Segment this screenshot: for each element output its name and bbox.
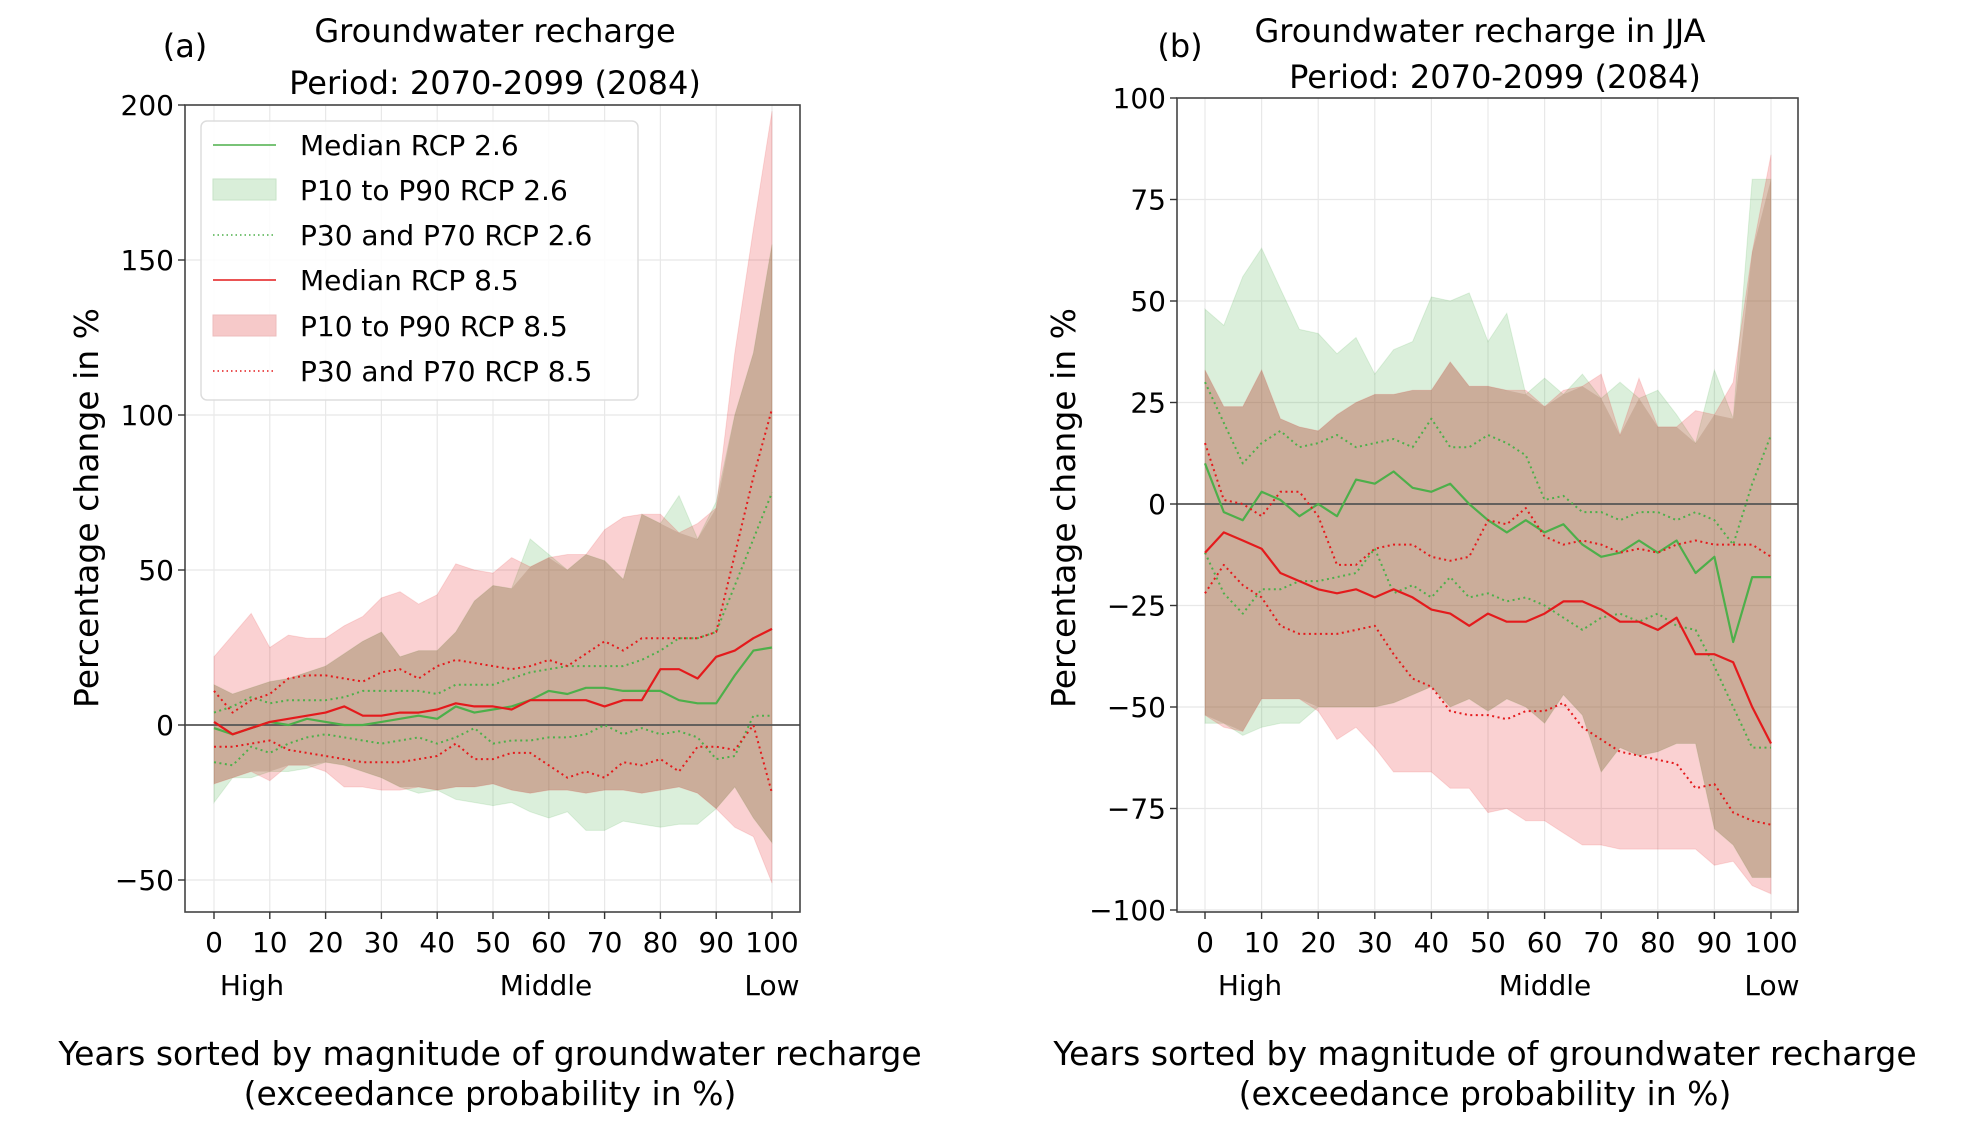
x-tick-label: 80: [643, 926, 679, 959]
x-tick-label: 30: [364, 926, 400, 959]
y-tick-label: 200: [121, 89, 174, 122]
x-tick-label: 0: [1196, 926, 1214, 959]
x-tick-label: 20: [308, 926, 344, 959]
panel-a-label-high: High: [220, 969, 284, 1002]
y-tick-label: 150: [121, 244, 174, 277]
panel-a-label-low: Low: [744, 969, 799, 1002]
series-p70-rcp-8-5: [213, 408, 773, 714]
panel-b-xlabel-line1: Years sorted by magnitude of groundwater…: [1052, 1034, 1916, 1073]
panel-a-title: Groundwater recharge: [314, 12, 675, 50]
panel-b: (b) Groundwater recharge in JJA Period: …: [1044, 12, 1917, 1113]
series-p30-rcp-8-5: [1204, 563, 1772, 826]
panel-a: (a) Groundwater recharge Period: 2070-20…: [57, 12, 921, 1113]
y-tick-label: −25: [1107, 590, 1166, 623]
panel-a-ylabel: Percentage change in %: [67, 308, 106, 708]
series-p30-rcp-2-6: [1204, 547, 1771, 749]
panel-a-label-middle: Middle: [500, 969, 593, 1002]
x-tick-label: 90: [1697, 926, 1733, 959]
series-p30-rcp-2-6: [213, 714, 772, 767]
panel-b-ylabel: Percentage change in %: [1044, 308, 1083, 708]
series-p30-rcp-8-5: [214, 724, 773, 794]
x-tick-label: 100: [1744, 926, 1797, 959]
legend-label-band-rcp85: P10 to P90 RCP 8.5: [300, 310, 568, 343]
band-p10-p90-rcp26: [1204, 178, 1772, 878]
x-tick-label: 90: [698, 926, 734, 959]
series-median-rcp-8-5: [213, 627, 773, 736]
x-tick-label: 50: [1470, 926, 1506, 959]
y-tick-label: −100: [1089, 894, 1166, 927]
y-tick-label: 50: [138, 554, 174, 587]
y-tick-label: 50: [1130, 285, 1166, 318]
panel-b-plot: −100 −75 −50 −25 0 25 50 75 100 0 10 20 30 40 50 60 70 80…: [1089, 82, 1799, 959]
legend-label-band-rcp26: P10 to P90 RCP 2.6: [300, 174, 568, 207]
panel-b-label-middle: Middle: [1499, 969, 1592, 1002]
panel-a-plot: −50 0 50 100 150 200 0 10 20 30 40 50 60 70 80 90 100: [115, 89, 801, 959]
legend-box: [200, 120, 639, 401]
series-median-rcp-2-6: [213, 646, 773, 736]
x-tick-label: 10: [252, 926, 288, 959]
x-tick-label: 100: [745, 926, 798, 959]
band-overlap: [1205, 179, 1771, 878]
legend-swatch-band-rcp26: [212, 178, 277, 201]
series-p70-rcp-2-6: [213, 492, 773, 714]
x-tick-label: 70: [587, 926, 623, 959]
panel-b-title: Groundwater recharge in JJA: [1255, 12, 1706, 50]
x-tick-label: 60: [1527, 926, 1563, 959]
x-tick-label: 60: [531, 926, 567, 959]
panel-b-subtitle: Period: 2070-2099 (2084): [1289, 58, 1701, 96]
y-tick-label: −75: [1107, 793, 1166, 826]
x-tick-label: 0: [205, 926, 223, 959]
legend-label-p30p70-rcp85: P30 and P70 RCP 8.5: [300, 355, 592, 388]
panel-a-xlabel-line1: Years sorted by magnitude of groundwater…: [57, 1034, 921, 1073]
x-tick-label: 30: [1357, 926, 1393, 959]
x-tick-label: 40: [1414, 926, 1450, 959]
panel-a-xlabel-line2: (exceedance probability in %): [244, 1074, 737, 1113]
y-tick-label: −50: [1107, 691, 1166, 724]
y-tick-label: −50: [115, 864, 174, 897]
x-tick-label: 10: [1244, 926, 1280, 959]
panel-b-label-high: High: [1218, 969, 1282, 1002]
x-tick-label: 20: [1300, 926, 1336, 959]
panel-b-label-low: Low: [1744, 969, 1799, 1002]
y-tick-label: 100: [121, 399, 174, 432]
panel-b-label: (b): [1157, 27, 1202, 65]
legend: Median RCP 2.6 P10 to P90 RCP 2.6 P30 an…: [200, 120, 639, 401]
legend-label-median-rcp85: Median RCP 8.5: [300, 264, 519, 297]
y-tick-label: 0: [156, 709, 174, 742]
panel-a-subtitle: Period: 2070-2099 (2084): [289, 64, 701, 102]
x-tick-label: 80: [1640, 926, 1676, 959]
y-tick-label: 100: [1113, 82, 1166, 115]
legend-label-p30p70-rcp26: P30 and P70 RCP 2.6: [300, 219, 592, 252]
series-p70-rcp-8-5: [1204, 442, 1772, 566]
y-tick-label: 0: [1148, 488, 1166, 521]
y-tick-label: 25: [1130, 387, 1166, 420]
x-tick-label: 40: [419, 926, 455, 959]
band-p10-p90-rcp85: [1204, 154, 1772, 895]
x-tick-label: 50: [475, 926, 511, 959]
x-tick-label: 70: [1583, 926, 1619, 959]
panel-b-xlabel-line2: (exceedance probability in %): [1239, 1074, 1732, 1113]
legend-swatch-band-rcp85: [212, 314, 277, 337]
y-tick-label: 75: [1130, 184, 1166, 217]
panel-a-label: (a): [163, 27, 208, 65]
series-median-rcp-8-5: [1204, 531, 1772, 745]
legend-label-median-rcp26: Median RCP 2.6: [300, 129, 519, 162]
